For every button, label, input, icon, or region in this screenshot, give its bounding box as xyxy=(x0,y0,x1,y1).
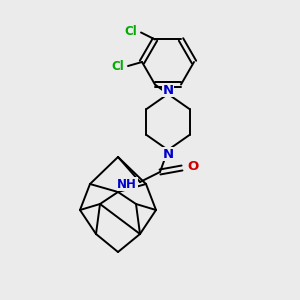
Text: O: O xyxy=(187,160,198,173)
Text: Cl: Cl xyxy=(124,25,137,38)
Text: Cl: Cl xyxy=(111,59,124,73)
Text: N: N xyxy=(162,148,174,160)
Text: N: N xyxy=(162,83,174,97)
Text: NH: NH xyxy=(117,178,137,190)
